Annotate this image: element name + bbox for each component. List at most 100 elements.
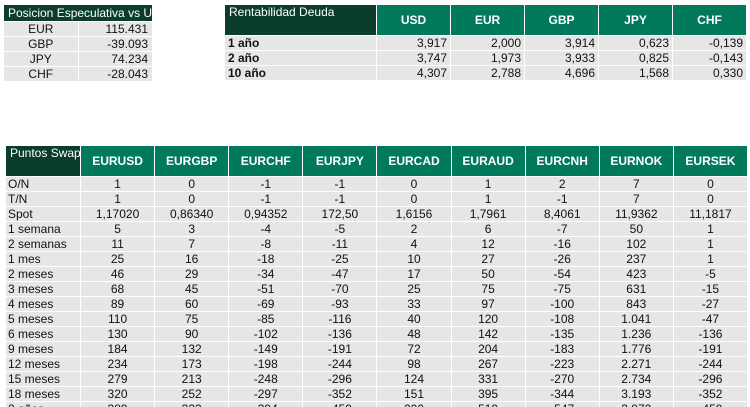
posicion-header-row: Posicion Especulativa vs USD bbox=[4, 5, 152, 21]
deuda-cell: 1,973 bbox=[451, 51, 524, 65]
deuda-cell: 1,568 bbox=[599, 66, 672, 80]
swap-cell: -244 bbox=[303, 357, 377, 371]
swap-row-label: 15 meses bbox=[6, 372, 80, 386]
swap-cell: 0 bbox=[673, 192, 747, 206]
deuda-cell: 0,623 bbox=[599, 36, 672, 50]
deuda-cell: 3,914 bbox=[525, 36, 598, 50]
swap-row-label: 5 meses bbox=[6, 312, 80, 326]
swap-cell: 213 bbox=[155, 372, 229, 386]
posicion-row: JPY 74.234 bbox=[4, 52, 152, 66]
swap-row: 9 meses 184 132 -149 -191 72 204 -183 1.776 -191 bbox=[6, 342, 747, 356]
deuda-cell: 3,917 bbox=[377, 36, 450, 50]
posicion-row: EUR 115.431 bbox=[4, 22, 152, 36]
swap-header-row: Puntos Swap EURUSD EURGBP EURCHF EURJPY EURC… bbox=[6, 146, 747, 176]
deuda-cell: 4,307 bbox=[377, 66, 450, 80]
swap-cell: 151 bbox=[377, 387, 451, 401]
swap-column-header: EURGBP bbox=[155, 146, 229, 176]
deuda-column-header: USD bbox=[377, 5, 450, 35]
deuda-row-label: 10 año bbox=[225, 66, 376, 80]
swap-cell: 10 bbox=[377, 252, 451, 266]
posicion-value: -39.093 bbox=[78, 37, 152, 51]
swap-cell: -244 bbox=[673, 357, 747, 371]
swap-cell: 124 bbox=[377, 372, 451, 386]
posicion-row: CHF -28.043 bbox=[4, 67, 152, 81]
swap-cell: -11 bbox=[303, 237, 377, 251]
swap-cell: 1,7961 bbox=[451, 207, 525, 221]
swap-row-label: 6 meses bbox=[6, 327, 80, 341]
swap-cell: 237 bbox=[599, 252, 673, 266]
deuda-row: 10 año 4,307 2,788 4,696 1,568 0,330 bbox=[225, 66, 746, 80]
swap-cell: 252 bbox=[155, 387, 229, 401]
swap-cell: 267 bbox=[451, 357, 525, 371]
swap-row-label: T/N bbox=[6, 192, 80, 206]
swap-row-label: 2 meses bbox=[6, 267, 80, 281]
swap-cell: -116 bbox=[303, 312, 377, 326]
swap-cell: -102 bbox=[229, 327, 303, 341]
swap-cell: 0 bbox=[377, 192, 451, 206]
swap-cell: 132 bbox=[155, 342, 229, 356]
deuda-title: Rentabilidad Deuda bbox=[225, 5, 376, 35]
swap-row: 2 años389323-394-459200510-5473.972-459 bbox=[6, 402, 747, 407]
deuda-cell: 0,330 bbox=[673, 66, 746, 80]
deuda-cell: 3,933 bbox=[525, 51, 598, 65]
swap-cell: 200 bbox=[377, 402, 451, 407]
swap-cell: 33 bbox=[377, 297, 451, 311]
swap-cell: 510 bbox=[451, 402, 525, 407]
swap-row-label: Spot bbox=[6, 207, 80, 221]
swap-cell: 1.041 bbox=[599, 312, 673, 326]
swap-row-label: 4 meses bbox=[6, 297, 80, 311]
posicion-value: 74.234 bbox=[78, 52, 152, 66]
deuda-cell: 4,696 bbox=[525, 66, 598, 80]
swap-cell: 130 bbox=[81, 327, 155, 341]
swap-cell: 27 bbox=[451, 252, 525, 266]
swap-cell: 11 bbox=[81, 237, 155, 251]
swap-row: 1 semana 5 3 -4 -5 2 6 -7 50 1 bbox=[6, 222, 747, 236]
deuda-cell: -0,143 bbox=[673, 51, 746, 65]
swap-column-header: EURSEK bbox=[673, 146, 747, 176]
swap-cell: 4 bbox=[377, 237, 451, 251]
swap-cell: -26 bbox=[525, 252, 599, 266]
swap-cell: -18 bbox=[229, 252, 303, 266]
deuda-row: 2 año 3,747 1,973 3,933 0,825 -0,143 bbox=[225, 51, 746, 65]
swap-cell: 2 bbox=[377, 222, 451, 236]
swap-cell: -352 bbox=[303, 387, 377, 401]
swap-row: 5 meses 110 75 -85 -116 40 120 -108 1.041 -47 bbox=[6, 312, 747, 326]
swap-cell: 0,94352 bbox=[229, 207, 303, 221]
swap-cell: 1.236 bbox=[599, 327, 673, 341]
swap-cell: -5 bbox=[303, 222, 377, 236]
swap-cell: 46 bbox=[81, 267, 155, 281]
deuda-cell: -0,139 bbox=[673, 36, 746, 50]
swap-cell: 142 bbox=[451, 327, 525, 341]
swap-row: 1 mes 25 16 -18 -25 10 27 -26 237 1 bbox=[6, 252, 747, 266]
swap-row: 15 meses 279 213 -248 -296 124 331 -270 2.734 -29… bbox=[6, 372, 747, 386]
deuda-row: 1 año 3,917 2,000 3,914 0,623 -0,139 bbox=[225, 36, 746, 50]
deuda-column-header: JPY bbox=[599, 5, 672, 35]
swap-cell: -54 bbox=[525, 267, 599, 281]
swap-cell: 16 bbox=[155, 252, 229, 266]
swap-cell: 1 bbox=[81, 192, 155, 206]
swap-cell: 1,17020 bbox=[81, 207, 155, 221]
swap-cell: -149 bbox=[229, 342, 303, 356]
swap-cell: 8,4061 bbox=[525, 207, 599, 221]
swap-row: T/N 1 0 -1 -1 0 1 -1 7 0 bbox=[6, 192, 747, 206]
swap-cell: -198 bbox=[229, 357, 303, 371]
swap-cell: -27 bbox=[673, 297, 747, 311]
swap-cell: 1 bbox=[673, 252, 747, 266]
puntos-swap-table: Puntos Swap EURUSD EURGBP EURCHF EURJPY EURC… bbox=[5, 145, 748, 407]
swap-cell: 40 bbox=[377, 312, 451, 326]
swap-cell: 2.271 bbox=[599, 357, 673, 371]
swap-cell: 50 bbox=[451, 267, 525, 281]
swap-cell: 1.776 bbox=[599, 342, 673, 356]
swap-row-label: 2 años bbox=[6, 402, 80, 407]
swap-cell: 29 bbox=[155, 267, 229, 281]
swap-column-header: EURAUD bbox=[451, 146, 525, 176]
swap-cell: -1 bbox=[229, 177, 303, 191]
swap-cell: 320 bbox=[81, 387, 155, 401]
posicion-currency: JPY bbox=[4, 52, 78, 66]
swap-cell: -296 bbox=[673, 372, 747, 386]
swap-cell: -25 bbox=[303, 252, 377, 266]
posicion-currency: GBP bbox=[4, 37, 78, 51]
swap-cell: 45 bbox=[155, 282, 229, 296]
deuda-cell: 0,825 bbox=[599, 51, 672, 65]
swap-cell: 50 bbox=[599, 222, 673, 236]
